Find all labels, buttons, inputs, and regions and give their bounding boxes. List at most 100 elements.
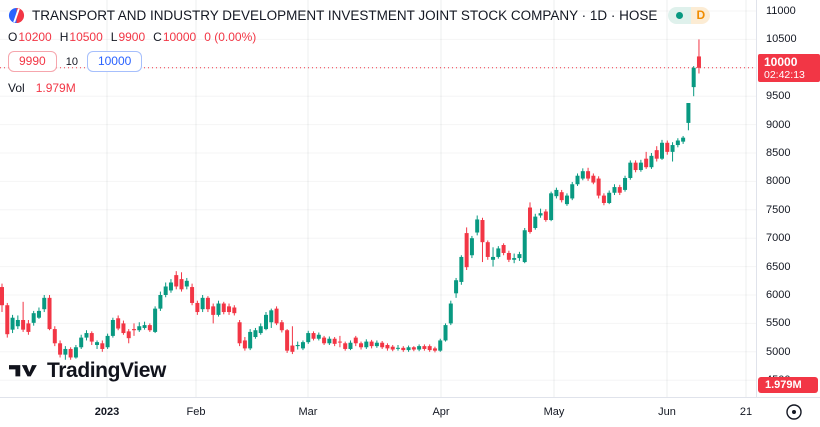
candle xyxy=(15,315,20,330)
price-axis[interactable]: 4500500055006000650070007500800085009000… xyxy=(756,0,820,397)
candle xyxy=(485,240,490,260)
candle xyxy=(195,300,200,315)
candle xyxy=(242,337,247,351)
candle xyxy=(295,341,300,350)
market-open-dot-icon xyxy=(668,6,692,24)
candle xyxy=(316,332,321,341)
candle xyxy=(332,337,337,347)
candle xyxy=(528,202,532,234)
settings-icon[interactable] xyxy=(785,403,803,421)
candle xyxy=(580,168,585,181)
candle xyxy=(681,135,686,144)
candle xyxy=(596,176,601,199)
candle xyxy=(290,326,295,355)
candle xyxy=(411,346,416,352)
price-axis-label: 7500 xyxy=(766,203,791,216)
time-axis-label: 2023 xyxy=(94,406,120,418)
high-label: H xyxy=(59,30,69,44)
candle xyxy=(675,138,680,148)
low-value: 9900 xyxy=(118,30,146,44)
candle xyxy=(95,340,100,349)
candle xyxy=(285,329,290,353)
candle xyxy=(31,310,36,326)
candle xyxy=(26,319,31,335)
candle xyxy=(0,283,4,313)
candle xyxy=(200,295,205,313)
time-axis-label: Apr xyxy=(432,406,450,418)
candle xyxy=(174,271,179,290)
candle xyxy=(168,279,173,293)
candle xyxy=(126,329,131,344)
candle xyxy=(591,173,596,185)
last-price-label: 10000 02:42:13 xyxy=(758,54,820,82)
volume-label[interactable]: Vol xyxy=(8,81,25,95)
candle xyxy=(227,303,232,315)
candle xyxy=(179,272,184,292)
candle xyxy=(554,187,559,199)
candle xyxy=(517,251,522,261)
candle xyxy=(691,66,696,97)
candle xyxy=(79,334,84,349)
candle xyxy=(221,301,226,315)
candle xyxy=(464,227,469,271)
price-axis-label: 7000 xyxy=(766,232,791,245)
candle xyxy=(506,250,511,263)
symbol-logo-icon xyxy=(8,7,25,23)
candle xyxy=(306,330,311,344)
candle xyxy=(42,295,47,313)
sell-button[interactable]: 9990 xyxy=(8,51,57,72)
candle xyxy=(601,193,606,206)
candle xyxy=(100,340,105,352)
close-label: C xyxy=(153,30,162,44)
low-label: L xyxy=(110,30,118,44)
market-status-toggle[interactable]: D xyxy=(668,6,711,24)
chart-canvas[interactable] xyxy=(0,0,756,397)
candle xyxy=(248,329,253,351)
candle xyxy=(110,317,115,338)
time-axis[interactable]: 2023 Feb Mar Apr May Jun 21 xyxy=(0,397,820,427)
candle xyxy=(47,295,52,331)
candle xyxy=(364,339,369,349)
candle xyxy=(163,282,168,298)
bar-countdown: 02:42:13 xyxy=(764,69,805,81)
candle xyxy=(369,339,374,349)
volume-row: Vol 1.979M xyxy=(8,81,710,95)
candle xyxy=(438,338,443,352)
candle xyxy=(665,140,670,155)
candle xyxy=(686,103,691,131)
candle xyxy=(359,341,364,350)
candle xyxy=(21,301,26,332)
tradingview-logo[interactable]: TradingView xyxy=(9,359,166,383)
buy-button[interactable]: 10000 xyxy=(86,51,143,72)
candle xyxy=(153,306,158,334)
price-axis-label: 6000 xyxy=(766,289,791,301)
candle xyxy=(443,323,448,342)
symbol-title[interactable]: TRANSPORT AND INDUSTRY DEVELOPMENT INVES… xyxy=(32,7,658,23)
last-price-value: 10000 xyxy=(764,55,798,69)
candle xyxy=(427,344,432,352)
candle xyxy=(638,159,643,172)
candle xyxy=(147,323,152,332)
price-axis-label: 5500 xyxy=(766,317,791,330)
high-value: 10500 xyxy=(69,30,103,44)
candle xyxy=(401,346,406,352)
candle xyxy=(649,153,654,169)
candle xyxy=(475,215,480,236)
candle xyxy=(279,319,284,333)
time-axis-label: 21 xyxy=(739,406,753,418)
candle xyxy=(512,253,517,264)
candle xyxy=(644,151,649,169)
candle xyxy=(549,191,554,222)
candle xyxy=(216,300,221,317)
candle xyxy=(5,302,10,338)
price-axis-label: 5000 xyxy=(766,345,791,358)
grid xyxy=(0,0,756,397)
candle xyxy=(274,306,279,326)
candle xyxy=(211,303,216,324)
candle xyxy=(575,173,580,186)
price-axis-label: 9000 xyxy=(766,118,791,131)
candle xyxy=(586,167,591,181)
candle xyxy=(670,142,675,162)
candle xyxy=(132,323,136,336)
